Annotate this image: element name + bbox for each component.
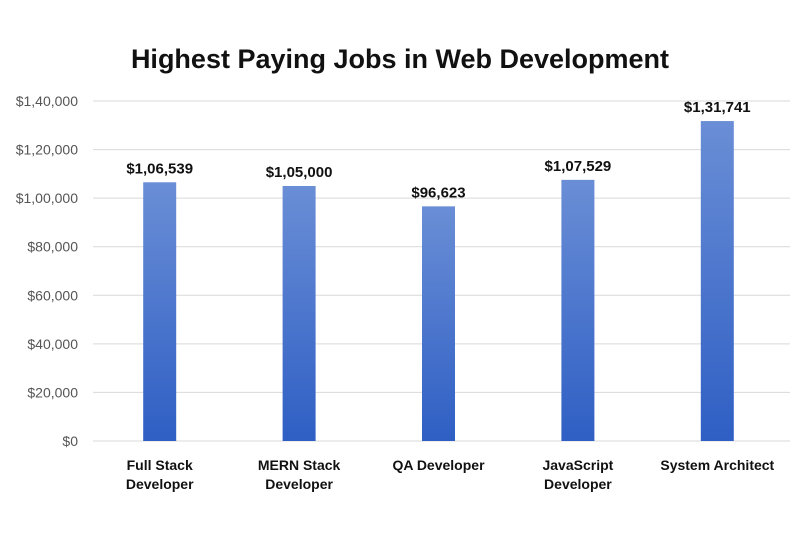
y-tick-label: $60,000: [27, 287, 78, 303]
data-labels: $1,06,539 $1,05,000 $96,623 $1,07,529 $1,31,…: [126, 99, 750, 201]
x-tick-label-line: Full Stack: [127, 457, 193, 473]
y-tick-label: $80,000: [27, 239, 78, 255]
x-tick-label-line: MERN Stack: [258, 457, 341, 473]
chart-title: Highest Paying Jobs in Web Development: [131, 44, 669, 74]
x-tick-label: MERN Stack Developer: [258, 457, 341, 492]
x-tick-label: JavaScript Developer: [542, 457, 613, 492]
x-axis: Full Stack Developer MERN Stack Developer QA…: [126, 457, 775, 492]
bar: [561, 179, 595, 441]
x-tick-label-line: JavaScript: [542, 457, 613, 473]
x-tick-label: System Architect: [660, 457, 774, 473]
bar: [282, 186, 316, 441]
x-tick-label-line: Developer: [126, 476, 194, 492]
x-tick-label-line: Developer: [544, 476, 612, 492]
x-tick-label-line: Developer: [265, 476, 333, 492]
x-tick-label: Full Stack Developer: [126, 457, 194, 492]
x-tick-label: QA Developer: [392, 457, 485, 473]
y-tick-label: $1,00,000: [16, 190, 78, 206]
bar: [143, 182, 177, 441]
bar: [422, 206, 455, 441]
y-tick-label: $40,000: [27, 336, 78, 352]
x-tick-label-line: System Architect: [660, 457, 774, 473]
data-label: $96,623: [411, 184, 465, 201]
data-label: $1,05,000: [266, 164, 333, 181]
y-axis: $0 $20,000 $40,000 $60,000 $80,000 $1,00,000 $…: [16, 93, 79, 449]
data-label: $1,31,741: [684, 99, 751, 116]
y-tick-label: $1,40,000: [16, 93, 78, 109]
x-tick-label-line: QA Developer: [392, 457, 485, 473]
y-tick-label: $0: [62, 433, 78, 449]
y-tick-label: $1,20,000: [16, 142, 78, 158]
y-tick-label: $20,000: [27, 384, 78, 400]
bars: [143, 121, 734, 442]
bar: [700, 121, 734, 442]
data-label: $1,07,529: [545, 158, 612, 175]
data-label: $1,06,539: [126, 160, 193, 177]
